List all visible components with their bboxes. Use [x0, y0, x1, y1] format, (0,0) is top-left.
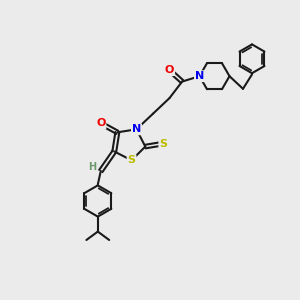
Text: S: S — [128, 155, 136, 165]
Text: H: H — [88, 162, 97, 172]
Text: N: N — [132, 124, 141, 134]
Text: O: O — [96, 118, 106, 128]
Text: N: N — [195, 71, 204, 81]
Text: S: S — [159, 139, 167, 148]
Text: O: O — [165, 65, 174, 75]
